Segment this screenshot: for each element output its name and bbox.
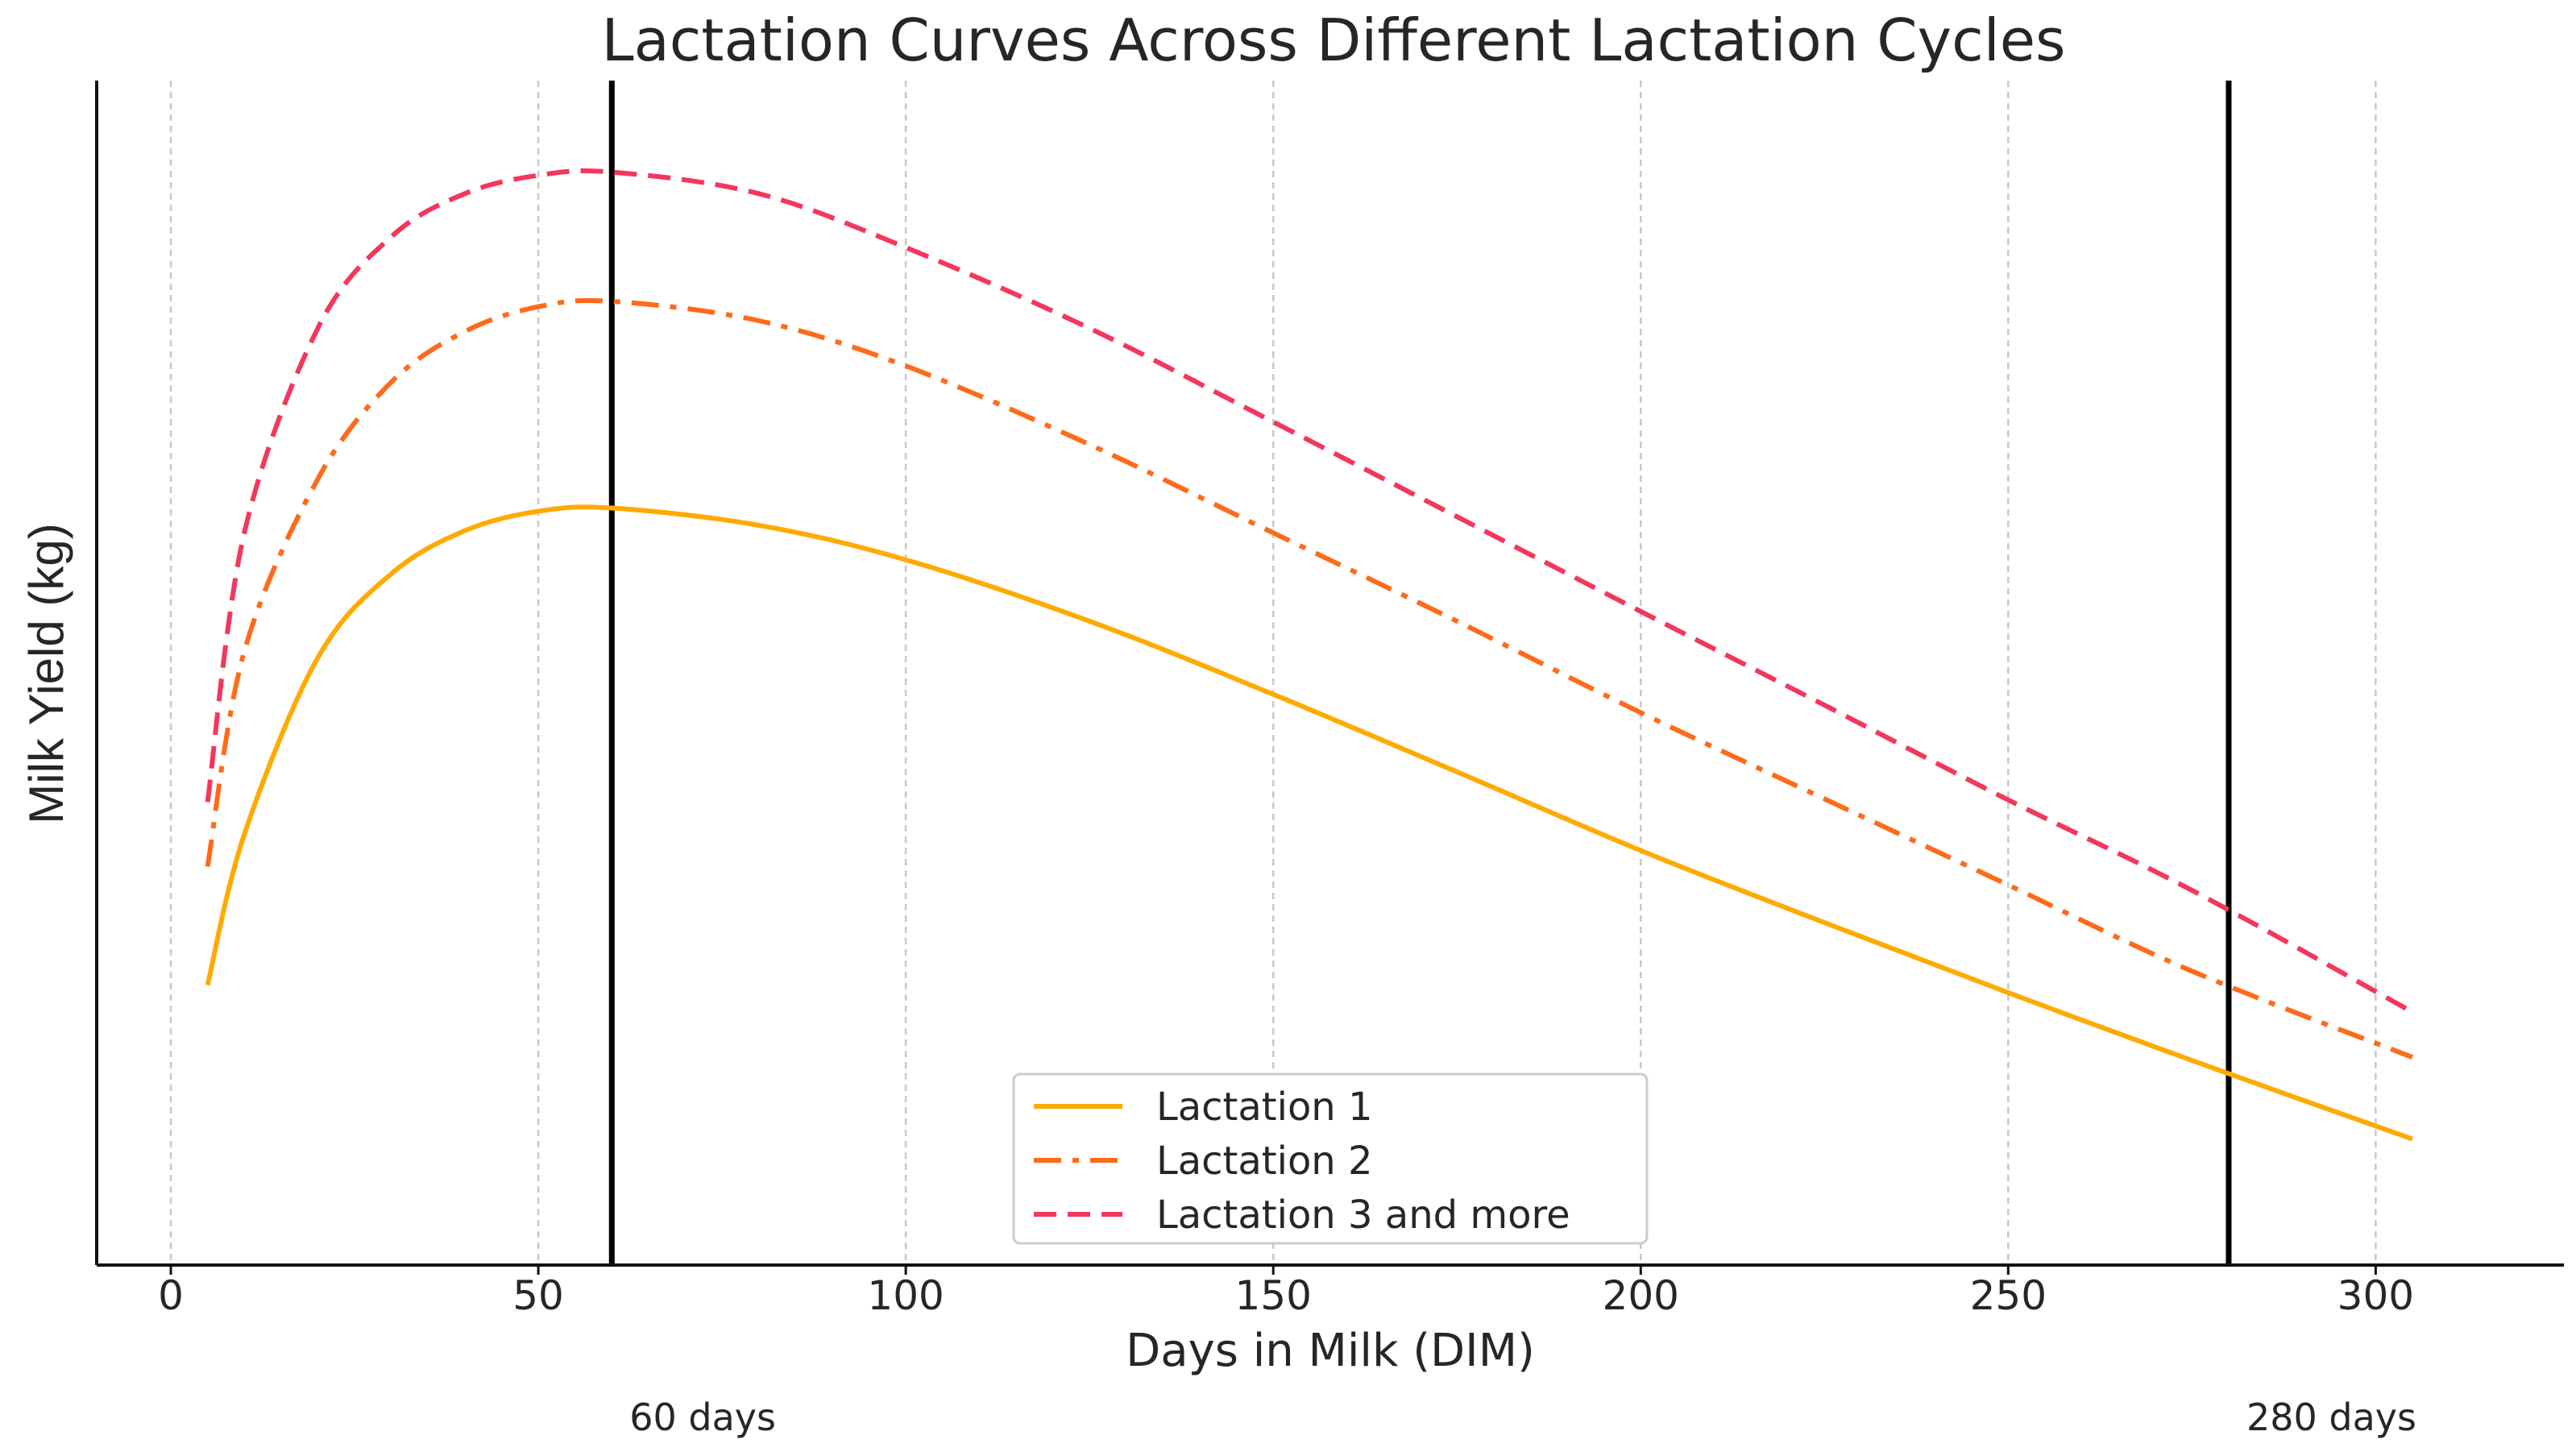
x-tick-label-250: 250: [1970, 1272, 2047, 1319]
legend: Lactation 1 Lactation 2 Lactation 3 and mo…: [1012, 1072, 1649, 1245]
grid: [169, 81, 2377, 1265]
legend-box: [1012, 1072, 1649, 1245]
marker-annotations: 60 days 280 days: [629, 1396, 2416, 1439]
legend-label-3: Lactation 3 and more: [1156, 1193, 1570, 1238]
series-lines: [205, 168, 2414, 1142]
x-tick-label-150: 150: [1234, 1272, 1311, 1319]
x-tick-label-100: 100: [867, 1272, 944, 1319]
x-tick-label-200: 200: [1603, 1272, 1679, 1319]
legend-label-2: Lactation 2: [1156, 1139, 1373, 1184]
x-axis-label: Days in Milk (DIM): [1126, 1325, 1535, 1377]
marker-label-280: 280 days: [2246, 1396, 2416, 1439]
legend-label-1: Lactation 1: [1156, 1085, 1373, 1130]
y-axis-label: Milk Yield (kg): [19, 523, 73, 823]
series-line-1: [205, 504, 2414, 1142]
chart-title: Lactation Curves Across Different Lactat…: [601, 6, 2065, 74]
x-tick-label-0: 0: [158, 1272, 184, 1319]
series-line-3: [205, 168, 2414, 1014]
x-tick-label-50: 50: [512, 1272, 564, 1319]
marker-label-60: 60 days: [629, 1396, 776, 1439]
series-line-2: [205, 297, 2414, 1060]
vertical-markers: [608, 81, 2232, 1265]
x-tick-labels: 0 50 100 150 200 250 300: [158, 1265, 2414, 1319]
x-tick-label-300: 300: [2337, 1272, 2414, 1319]
